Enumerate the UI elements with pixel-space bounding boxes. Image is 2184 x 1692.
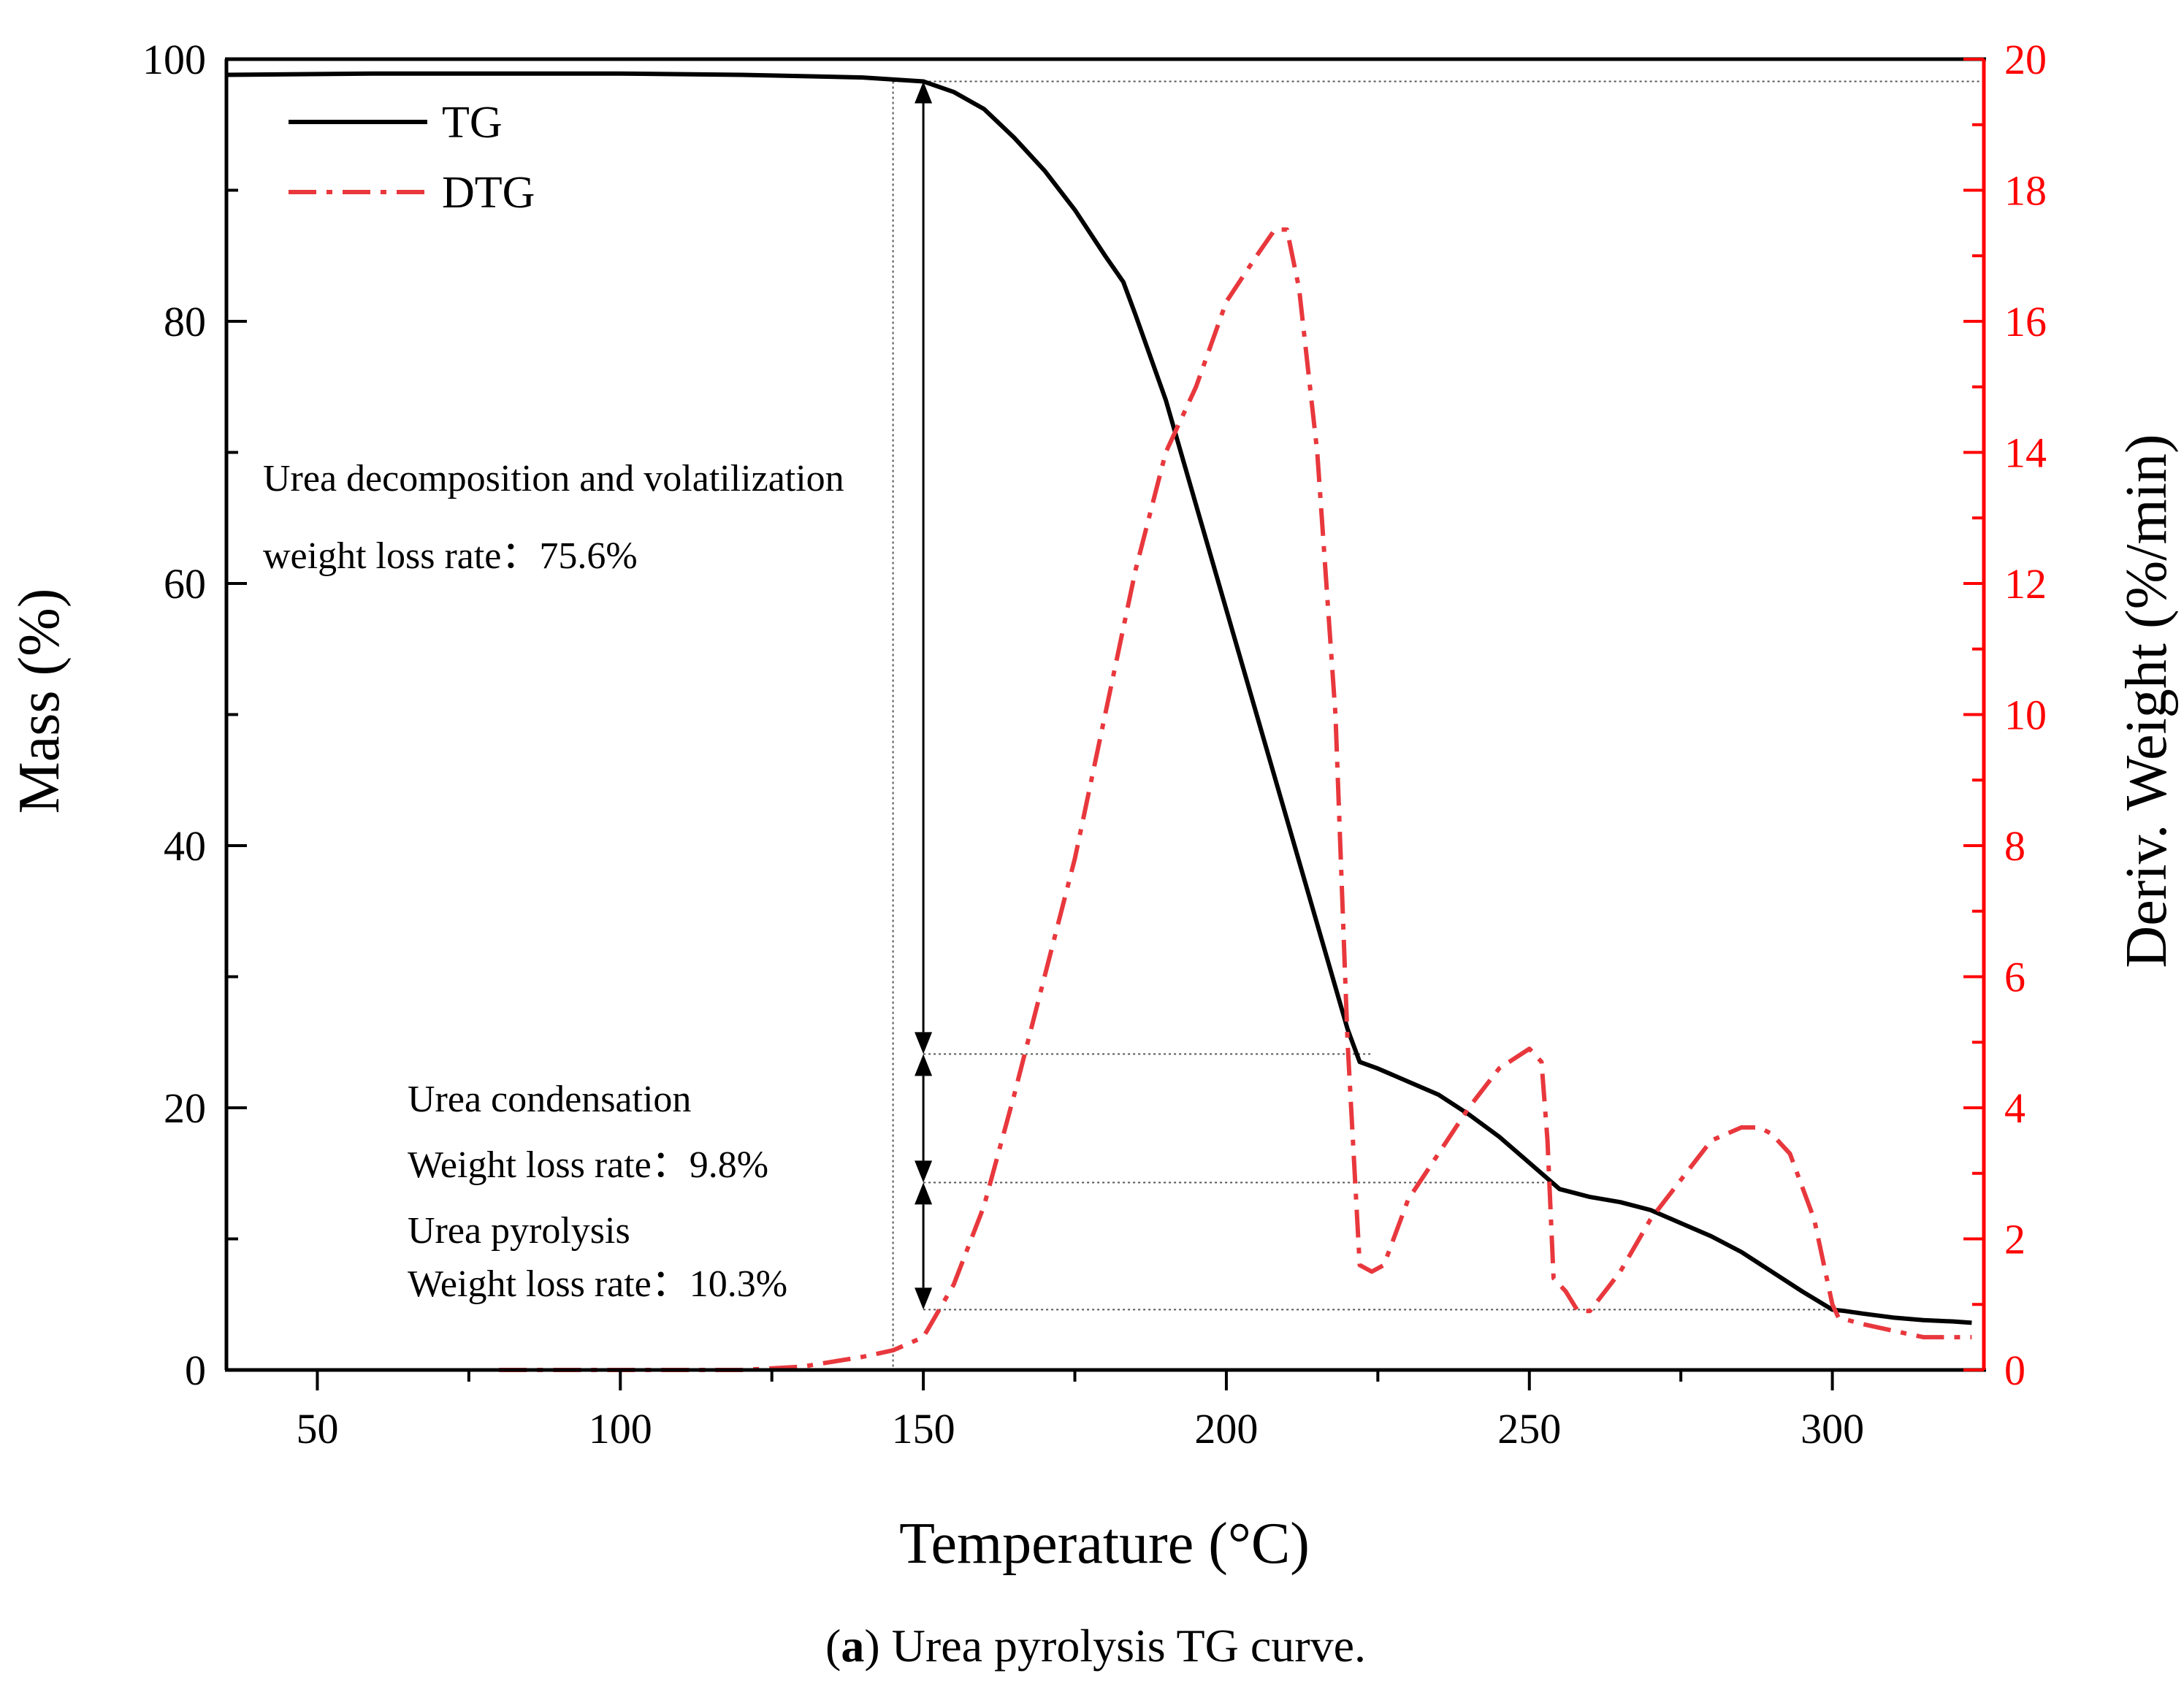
y-tick-label: 40 (164, 822, 206, 870)
weight-loss-arrow-head-down (915, 1160, 933, 1183)
caption-open: ( (825, 1620, 841, 1672)
y-tick-label: 80 (164, 298, 206, 345)
series-tg-line (226, 71, 1972, 1325)
annotation-decomposition-title: Urea decomposition and volatilization (263, 458, 844, 499)
x-tick-label: 100 (589, 1405, 652, 1452)
bottom-axis-ticks: 50 100 150 200 250 300 (296, 1370, 1864, 1452)
x-tick-label: 250 (1497, 1405, 1561, 1452)
annotation-pyrolysis: Urea pyrolysis Weight loss rate：10.3% (408, 1210, 787, 1305)
weight-loss-arrow-head-up (915, 1054, 933, 1076)
x-tick-label: 50 (296, 1405, 338, 1452)
caption-rest: ) Urea pyrolysis TG curve. (864, 1620, 1366, 1672)
caption-letter: a (841, 1620, 864, 1672)
legend: TG DTG (289, 98, 535, 218)
y-axis-title: Mass (%) (7, 589, 72, 814)
y2-tick-label: 10 (2004, 692, 2047, 739)
annotation-condensation: Urea condensation Weight loss rate：9.8% (408, 1079, 768, 1186)
left-axis-ticks: 0 20 40 60 80 100 (142, 36, 247, 1394)
x-tick-label: 150 (892, 1405, 955, 1452)
y-tick-label: 20 (164, 1084, 206, 1132)
y2-tick-label: 6 (2004, 954, 2025, 1001)
y2-tick-label: 12 (2004, 560, 2047, 608)
y2-tick-label: 18 (2004, 167, 2047, 215)
y2-tick-label: 14 (2004, 429, 2047, 477)
y2-tick-label: 0 (2004, 1347, 2025, 1394)
y2-tick-label: 20 (2004, 36, 2047, 83)
x-tick-label: 300 (1801, 1405, 1864, 1452)
y-tick-label: 60 (164, 560, 206, 608)
annotation-condensation-title: Urea condensation (408, 1079, 691, 1120)
annotation-condensation-rate: Weight loss rate：9.8% (408, 1144, 768, 1186)
y2-tick-label: 8 (2004, 822, 2025, 870)
guide-lines (892, 80, 1984, 1370)
weight-loss-arrow-head-up (915, 1182, 933, 1205)
legend-dtg-label: DTG (442, 168, 535, 218)
y2-tick-label: 4 (2004, 1084, 2025, 1132)
y-tick-label: 100 (142, 36, 206, 83)
annotation-decomposition: Urea decomposition and volatilization we… (263, 458, 844, 577)
legend-tg-label: TG (442, 98, 503, 148)
annotation-pyrolysis-title: Urea pyrolysis (408, 1210, 630, 1252)
weight-loss-arrow-head-down (915, 1032, 933, 1054)
y-tick-label: 0 (185, 1347, 206, 1394)
annotation-decomposition-rate: weight loss rate：75.6% (263, 535, 638, 577)
x-axis-title: Temperature (°C) (899, 1512, 1310, 1576)
series-dtg-line (499, 227, 1972, 1372)
y2-axis-title: Deriv. Weight (%/min) (2115, 434, 2179, 968)
right-axis-ticks: 0 2 4 6 8 10 12 14 16 18 20 (1963, 36, 2047, 1394)
weight-loss-arrow-head-up (915, 81, 933, 104)
arrow-layer (915, 81, 933, 1310)
figure-caption: (a) Urea pyrolysis TG curve. (825, 1620, 1366, 1672)
annotation-pyrolysis-rate: Weight loss rate：10.3% (408, 1263, 787, 1305)
y2-tick-label: 16 (2004, 298, 2047, 345)
x-tick-label: 200 (1194, 1405, 1258, 1452)
weight-loss-arrow-head-down (915, 1287, 933, 1310)
y2-tick-label: 2 (2004, 1216, 2025, 1263)
series-layer (226, 71, 1972, 1372)
